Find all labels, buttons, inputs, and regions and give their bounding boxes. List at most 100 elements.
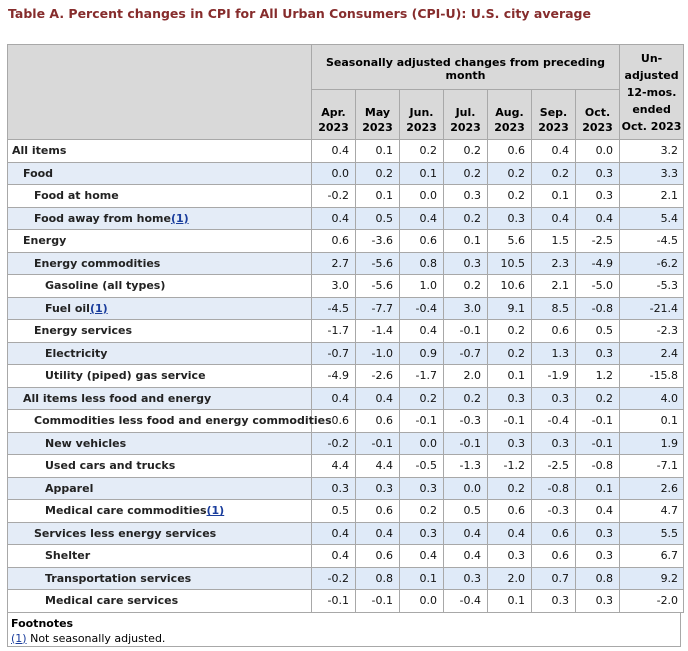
footnote-text: Not seasonally adjusted. <box>26 631 166 645</box>
value-cell: 0.1 <box>574 476 621 500</box>
footnote-ref-link[interactable]: (1) <box>206 504 225 518</box>
value-cell: -0.1 <box>574 431 621 455</box>
row-label: Electricity <box>7 341 312 365</box>
value-cell: 0.2 <box>443 139 488 163</box>
table-body: All items 0.4 0.1 0.2 0.2 0.6 0.4 0.0 3.2 Food 0.0… <box>7 139 685 613</box>
value-cell: -0.8 <box>574 296 621 320</box>
value-cell: -1.4 <box>355 319 400 343</box>
value-cell: -4.5 <box>619 229 685 253</box>
value-cell: 0.2 <box>531 161 576 185</box>
footnotes-section: Footnotes (1) Not seasonally adjusted. <box>7 612 681 647</box>
value-cell: -2.3 <box>619 319 685 343</box>
value-cell: 0.3 <box>487 386 532 410</box>
value-cell: -0.2 <box>311 184 356 208</box>
value-cell: 1.0 <box>399 274 444 298</box>
table-row: Energy commodities 2.7 -5.6 0.8 0.3 10.5 2.3 -4… <box>7 251 685 275</box>
table-row: Used cars and trucks 4.4 4.4 -0.5 -1.3 -1.2 -2… <box>7 454 685 478</box>
table-row: Gasoline (all types) 3.0 -5.6 1.0 0.2 10.6 2.1… <box>7 274 685 298</box>
row-label: Medical care services <box>7 589 312 613</box>
value-cell: 0.5 <box>311 499 356 523</box>
value-cell: -5.6 <box>355 274 400 298</box>
value-cell: 0.4 <box>311 544 356 568</box>
value-cell: 0.0 <box>574 139 621 163</box>
value-cell: -5.6 <box>355 251 400 275</box>
value-cell: -1.2 <box>487 454 532 478</box>
value-cell: 0.3 <box>574 184 621 208</box>
value-cell: 2.1 <box>619 184 685 208</box>
footnote-link[interactable]: (1) <box>11 631 27 645</box>
value-cell: -0.3 <box>443 409 488 433</box>
value-cell: 0.6 <box>355 409 400 433</box>
value-cell: 0.0 <box>399 589 444 613</box>
value-cell: 0.4 <box>487 521 532 545</box>
value-cell: -0.5 <box>399 454 444 478</box>
value-cell: 0.3 <box>574 521 621 545</box>
value-cell: 0.1 <box>355 184 400 208</box>
value-cell: 0.3 <box>399 476 444 500</box>
header-month: Jul. 2023 <box>443 89 488 140</box>
value-cell: 0.3 <box>399 521 444 545</box>
value-cell: 1.9 <box>619 431 685 455</box>
table-row: Fuel oil(1) -4.5 -7.7 -0.4 3.0 9.1 8.5 -0.8 -21.… <box>7 296 685 320</box>
value-cell: 0.2 <box>443 274 488 298</box>
header-unadjusted: Un- adjusted 12-mos. ended Oct. 2023 <box>619 44 685 140</box>
value-cell: 3.3 <box>619 161 685 185</box>
row-label: Food away from home(1) <box>7 206 312 230</box>
value-cell: -0.7 <box>311 341 356 365</box>
value-cell: 2.7 <box>311 251 356 275</box>
value-cell: 0.4 <box>531 206 576 230</box>
value-cell: 10.5 <box>487 251 532 275</box>
table-row: Transportation services -0.2 0.8 0.1 0.3 2.0 0… <box>7 566 685 590</box>
footnote-ref-link[interactable]: (1) <box>170 211 189 225</box>
value-cell: 0.0 <box>399 431 444 455</box>
value-cell: 0.2 <box>399 499 444 523</box>
value-cell: 0.4 <box>311 386 356 410</box>
value-cell: 0.2 <box>487 476 532 500</box>
value-cell: -1.7 <box>399 364 444 388</box>
value-cell: 1.5 <box>531 229 576 253</box>
value-cell: 0.6 <box>531 319 576 343</box>
value-cell: -4.5 <box>311 296 356 320</box>
row-label: Energy <box>7 229 312 253</box>
row-label: Food <box>7 161 312 185</box>
value-cell: -0.2 <box>311 431 356 455</box>
value-cell: 4.4 <box>355 454 400 478</box>
value-cell: -0.3 <box>531 499 576 523</box>
row-label: Gasoline (all types) <box>7 274 312 298</box>
value-cell: 0.0 <box>399 184 444 208</box>
row-label: Fuel oil(1) <box>7 296 312 320</box>
footnote-ref-link[interactable]: (1) <box>89 301 108 315</box>
value-cell: -3.6 <box>355 229 400 253</box>
value-cell: 2.3 <box>531 251 576 275</box>
value-cell: 0.4 <box>443 521 488 545</box>
table-row: Food away from home(1) 0.4 0.5 0.4 0.2 0.3 0.4… <box>7 206 685 230</box>
header-month: May 2023 <box>355 89 400 140</box>
value-cell: 0.3 <box>574 341 621 365</box>
value-cell: -0.1 <box>355 589 400 613</box>
value-cell: 0.6 <box>487 139 532 163</box>
value-cell: 0.2 <box>399 386 444 410</box>
value-cell: 2.1 <box>531 274 576 298</box>
value-cell: -0.1 <box>574 409 621 433</box>
row-label: Used cars and trucks <box>7 454 312 478</box>
value-cell: 0.4 <box>311 206 356 230</box>
header-corner <box>7 44 312 140</box>
value-cell: 0.7 <box>531 566 576 590</box>
value-cell: 0.8 <box>399 251 444 275</box>
value-cell: -2.5 <box>531 454 576 478</box>
value-cell: -2.0 <box>619 589 685 613</box>
value-cell: 2.6 <box>619 476 685 500</box>
value-cell: -5.0 <box>574 274 621 298</box>
value-cell: -0.4 <box>399 296 444 320</box>
value-cell: 0.3 <box>443 184 488 208</box>
row-label: Utility (piped) gas service <box>7 364 312 388</box>
table-row: All items 0.4 0.1 0.2 0.2 0.6 0.4 0.0 3.2 <box>7 139 685 163</box>
value-cell: -1.3 <box>443 454 488 478</box>
table-row: Medical care commodities(1) 0.5 0.6 0.2 0.5 0… <box>7 499 685 523</box>
value-cell: 0.8 <box>574 566 621 590</box>
header-month: Aug. 2023 <box>487 89 532 140</box>
value-cell: 0.3 <box>574 161 621 185</box>
row-label: Services less energy services <box>7 521 312 545</box>
value-cell: -0.1 <box>443 431 488 455</box>
value-cell: -0.2 <box>311 566 356 590</box>
